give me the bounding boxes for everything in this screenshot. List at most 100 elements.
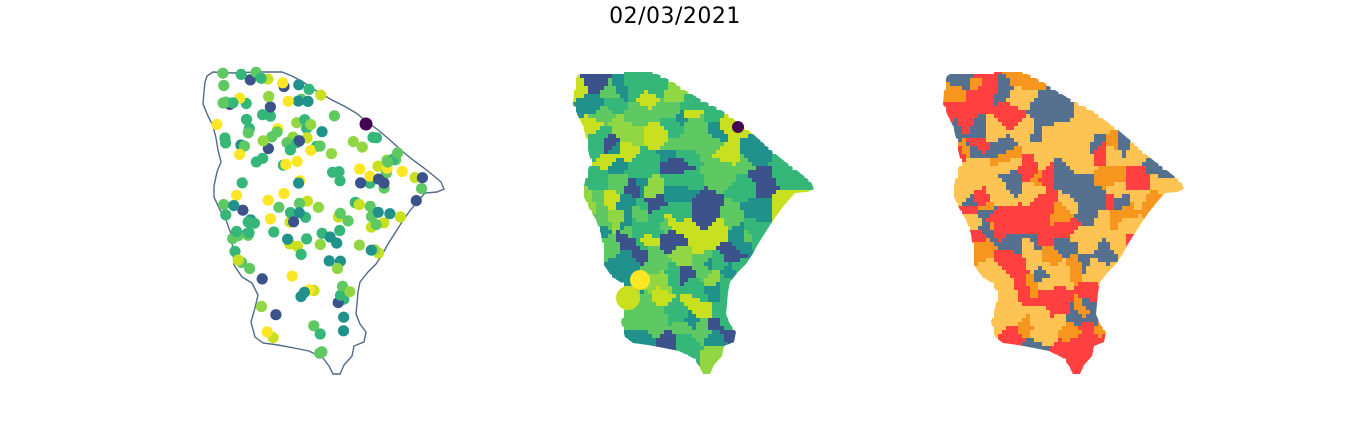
municipality-point — [301, 233, 313, 245]
municipality-point — [315, 89, 327, 101]
municipality-point — [394, 211, 406, 223]
municipality-point — [335, 289, 347, 301]
municipality-point — [286, 270, 298, 282]
municipality-point — [236, 177, 248, 189]
municipality-point — [364, 200, 376, 212]
municipality-point — [268, 226, 280, 238]
municipality-point — [323, 255, 335, 267]
municipality-region-highlight — [732, 121, 744, 133]
municipality-point — [237, 204, 249, 216]
municipality-point — [293, 197, 306, 209]
municipality-point — [382, 156, 394, 168]
municipality-point — [365, 244, 377, 256]
municipality-point — [293, 79, 305, 91]
municipality-point — [280, 158, 292, 170]
municipality-point — [270, 309, 282, 321]
municipality-point — [277, 77, 289, 89]
municipality-point — [370, 219, 382, 231]
municipality-point — [257, 152, 269, 164]
municipality-point — [305, 119, 317, 131]
municipality-point — [359, 117, 373, 131]
municipality-point — [353, 199, 365, 211]
municipality-point — [295, 248, 307, 260]
municipality-point — [278, 187, 290, 200]
municipality-point — [273, 201, 285, 213]
municipality-point — [217, 97, 229, 109]
municipality-regions — [573, 72, 814, 374]
municipality-point — [288, 216, 300, 228]
municipality-point — [293, 135, 305, 147]
municipality-point — [347, 136, 359, 148]
municipality-point — [255, 72, 267, 84]
municipality-point — [314, 328, 326, 340]
municipality-point — [293, 207, 305, 219]
municipality-point — [353, 239, 365, 251]
municipality-point — [314, 140, 326, 152]
municipality-point — [328, 110, 340, 122]
municipality-point — [261, 326, 273, 338]
municipality-point — [211, 118, 223, 130]
municipality-point — [384, 208, 396, 220]
municipality-point — [282, 95, 294, 107]
municipality-point — [316, 346, 328, 358]
municipality-point — [303, 83, 315, 95]
municipality-point — [314, 238, 326, 251]
municipality-point — [264, 213, 277, 225]
municipality-point — [256, 273, 268, 285]
municipality-point — [392, 147, 404, 159]
municipality-point — [284, 144, 296, 156]
municipality-regions — [943, 72, 1184, 374]
municipality-point — [242, 127, 254, 139]
municipality-point — [308, 320, 320, 332]
municipality-point — [342, 215, 354, 227]
municipality-point — [396, 165, 408, 177]
municipality-point — [373, 173, 385, 185]
municipality-point — [337, 325, 350, 337]
municipality-point — [302, 95, 314, 107]
municipality-point — [255, 300, 267, 313]
municipality-point — [324, 231, 336, 243]
municipality-point — [217, 67, 229, 79]
municipality-point — [354, 163, 366, 175]
municipality-point — [227, 97, 239, 109]
municipality-point — [334, 224, 346, 237]
municipality-point — [284, 207, 297, 219]
municipality-point — [244, 74, 256, 86]
municipality-point — [235, 68, 247, 80]
municipality-point — [229, 245, 241, 257]
municipality-point — [271, 126, 283, 138]
municipality-point — [232, 254, 244, 266]
municipality-point — [234, 148, 246, 160]
municipality-point — [312, 201, 324, 213]
municipality-point — [334, 207, 346, 219]
municipality-point — [331, 262, 343, 275]
municipality-point — [263, 90, 275, 103]
municipality-point — [218, 199, 230, 211]
municipality-point — [264, 101, 276, 113]
municipality-point — [220, 209, 232, 221]
municipality-point — [338, 311, 350, 323]
municipality-point — [356, 141, 368, 153]
municipality-point — [334, 175, 346, 187]
municipality-point — [344, 286, 356, 298]
municipality-point — [291, 155, 303, 167]
municipality-point — [238, 140, 250, 152]
municipality-region-highlight — [630, 270, 650, 290]
figure-title: 02/03/2021 — [609, 4, 741, 29]
municipality-point — [242, 216, 254, 228]
municipality-point — [298, 286, 310, 298]
municipality-point — [316, 126, 328, 138]
municipality-region-highlight — [616, 286, 640, 310]
municipality-point — [257, 109, 269, 121]
municipality-point — [282, 233, 294, 245]
municipality-point — [293, 177, 305, 189]
municipality-point — [240, 113, 253, 126]
municipality-point — [355, 177, 367, 189]
municipality-point — [292, 95, 304, 107]
municipality-point — [219, 132, 231, 144]
municipality-point — [416, 183, 428, 195]
municipality-point — [410, 195, 422, 207]
